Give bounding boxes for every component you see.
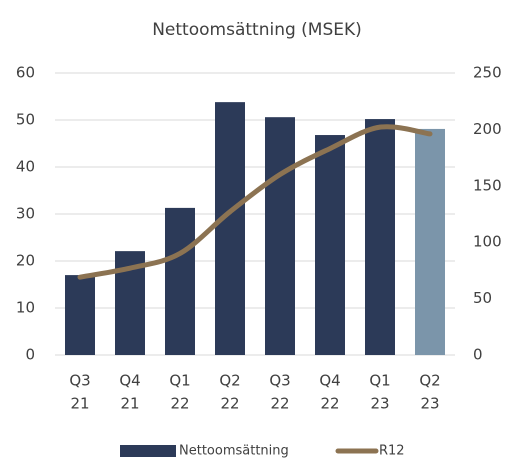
legend-swatch [120,445,176,457]
legend-label: R12 [379,444,405,459]
x-tick-label: 22 [170,395,189,413]
y-tick-label: 60 [16,64,35,82]
y-tick-label: 0 [25,346,35,364]
bar [365,119,395,355]
y2-tick-label: 50 [473,289,492,307]
y2-tick-label: 200 [473,120,502,138]
x-tick-label: Q2 [419,372,440,390]
x-tick-label: 22 [270,395,289,413]
y2-tick-label: 150 [473,176,502,194]
bar [315,135,345,355]
x-tick-label: Q1 [169,372,190,390]
x-tick-label: 22 [320,395,339,413]
bar [65,275,95,355]
x-tick-label: Q3 [269,372,290,390]
y2-tick-label: 100 [473,233,502,251]
bar [215,102,245,355]
x-tick-label: Q2 [219,372,240,390]
y-tick-label: 40 [16,158,35,176]
x-tick-label: Q1 [369,372,390,390]
legend-label: Nettoomsättning [179,444,289,459]
y2-tick-label: 250 [473,64,502,82]
x-tick-label: 21 [120,395,139,413]
x-tick-label: 21 [70,395,89,413]
y-tick-label: 50 [16,111,35,129]
x-tick-label: Q4 [319,372,340,390]
x-tick-label: 23 [420,395,439,413]
bar [415,128,445,355]
x-tick-label: Q4 [119,372,140,390]
y2-tick-label: 0 [473,346,483,364]
y-tick-label: 30 [16,205,35,223]
y-tick-label: 10 [16,299,35,317]
x-tick-label: 22 [220,395,239,413]
x-tick-label: 23 [370,395,389,413]
bar [265,117,295,356]
x-tick-label: Q3 [69,372,90,390]
chart-title: Nettoomsättning (MSEK) [152,20,362,40]
y-tick-label: 20 [16,252,35,270]
bar [165,207,195,355]
line [77,124,433,280]
